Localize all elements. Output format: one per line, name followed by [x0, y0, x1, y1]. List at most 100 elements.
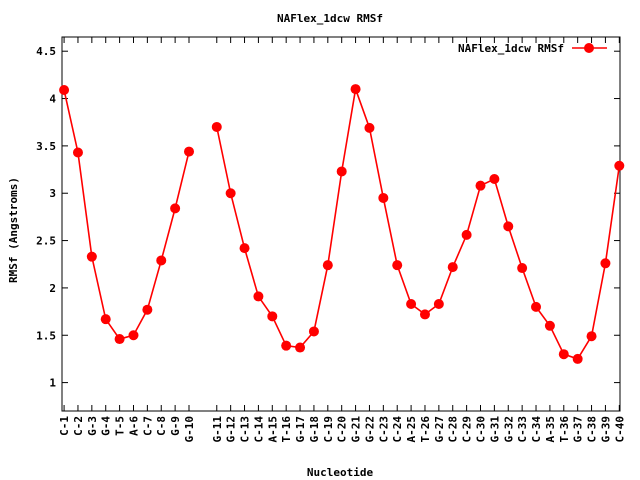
x-tick-label: C-2 [72, 416, 85, 436]
y-tick-label: 4 [49, 93, 56, 106]
data-point [558, 349, 569, 360]
series-line [215, 85, 621, 360]
x-tick-label: G-4 [100, 416, 113, 436]
y-axis-label: RMSf (Angstroms) [7, 177, 20, 283]
x-tick-label: G-17 [294, 416, 307, 443]
data-point [100, 314, 111, 325]
x-tick-label: A-25 [405, 416, 418, 443]
data-point [350, 84, 361, 95]
y-tick-label: 3 [49, 187, 56, 200]
x-tick-label: G-18 [308, 416, 321, 443]
x-tick-label: C-33 [516, 416, 529, 443]
legend: NAFlex_1dcw RMSf [458, 42, 607, 55]
data-point [267, 311, 278, 322]
data-point [336, 166, 347, 177]
x-tick-label: G-21 [350, 416, 363, 443]
y-tick-label: 3.5 [36, 140, 56, 153]
data-point [517, 263, 528, 274]
data-point [184, 146, 195, 157]
data-point [114, 334, 125, 345]
x-tick-label: T-5 [114, 416, 127, 436]
x-tick-label: G-3 [86, 416, 99, 436]
x-tick-label: G-22 [363, 416, 376, 443]
data-point [59, 85, 70, 96]
x-tick-label: G-27 [433, 416, 446, 443]
data-point [586, 331, 597, 342]
x-tick-label: C-20 [336, 416, 349, 443]
x-tick-label: G-31 [488, 416, 501, 443]
data-point [322, 260, 333, 271]
x-tick-label: G-37 [572, 416, 585, 443]
x-tick-label: C-14 [252, 416, 265, 443]
data-point [531, 301, 542, 312]
x-tick-label: C-19 [322, 416, 335, 443]
data-point [281, 340, 292, 351]
data-point [225, 188, 236, 199]
x-tick-label: A-6 [127, 416, 140, 436]
data-point [572, 353, 583, 364]
data-point [72, 147, 83, 158]
data-point [433, 299, 444, 310]
data-point [170, 203, 181, 214]
chart-title: NAFlex_1dcw RMSf [277, 12, 383, 25]
data-point [364, 122, 375, 133]
y-tick-label: 2.5 [36, 235, 56, 248]
x-tick-label: C-30 [475, 416, 488, 443]
x-tick-label: G-11 [211, 416, 224, 443]
legend-marker [584, 43, 594, 53]
x-tick-label: C-40 [613, 416, 626, 443]
data-point [156, 255, 167, 266]
x-tick-label: A-15 [266, 416, 279, 443]
data-point [253, 291, 264, 302]
y-tick-label: 1 [49, 377, 56, 390]
data-point [461, 229, 472, 240]
data-point [419, 309, 430, 320]
data-point [239, 243, 250, 254]
data-series [59, 84, 625, 364]
x-tick-label: C-34 [530, 416, 543, 443]
y-axis: 1 1.5 2 2.5 3 3.5 4 4.5 [36, 45, 620, 390]
x-tick-label: C-24 [391, 416, 404, 443]
data-point [503, 221, 514, 232]
x-tick-label: T-16 [280, 416, 293, 443]
data-point [614, 160, 625, 171]
series-line [63, 89, 190, 340]
x-tick-label: G-10 [183, 416, 196, 443]
x-tick-label: T-26 [419, 416, 432, 443]
data-point [447, 262, 458, 273]
data-point [406, 299, 417, 310]
data-point [128, 330, 139, 341]
x-tick-label: C-7 [141, 416, 154, 436]
x-tick-label: A-35 [544, 416, 557, 443]
x-tick-label: C-13 [239, 416, 252, 443]
data-point [308, 326, 319, 337]
x-tick-label: C-29 [461, 416, 474, 443]
data-point [600, 258, 611, 269]
data-point [378, 192, 389, 203]
y-tick-label: 4.5 [36, 45, 56, 58]
x-tick-label: T-36 [558, 416, 571, 443]
y-tick-label: 1.5 [36, 329, 56, 342]
x-tick-label: G-9 [169, 416, 182, 436]
x-tick-label: C-38 [586, 416, 599, 443]
y-tick-label: 2 [49, 282, 56, 295]
data-point [211, 121, 222, 132]
x-axis-label: Nucleotide [307, 466, 374, 479]
data-point [489, 174, 500, 185]
x-tick-label: C-1 [58, 416, 71, 436]
x-tick-label: G-39 [599, 416, 612, 443]
plot-border [61, 36, 621, 412]
x-tick-label: G-32 [502, 416, 515, 443]
data-point [142, 304, 153, 315]
x-axis: C-1 C-2 G-3 G-4 T-5 A-6 C-7 C-8 G-9 G-10 G-11 G-12 C… [58, 37, 626, 443]
data-point [295, 342, 306, 353]
x-tick-label: C-23 [377, 416, 390, 443]
data-point [86, 251, 97, 262]
data-point [544, 320, 555, 331]
x-tick-label: C-28 [447, 416, 460, 443]
data-point [475, 180, 486, 191]
x-tick-label: C-8 [155, 416, 168, 436]
x-tick-label: G-12 [225, 416, 238, 443]
legend-label: NAFlex_1dcw RMSf [458, 42, 564, 55]
